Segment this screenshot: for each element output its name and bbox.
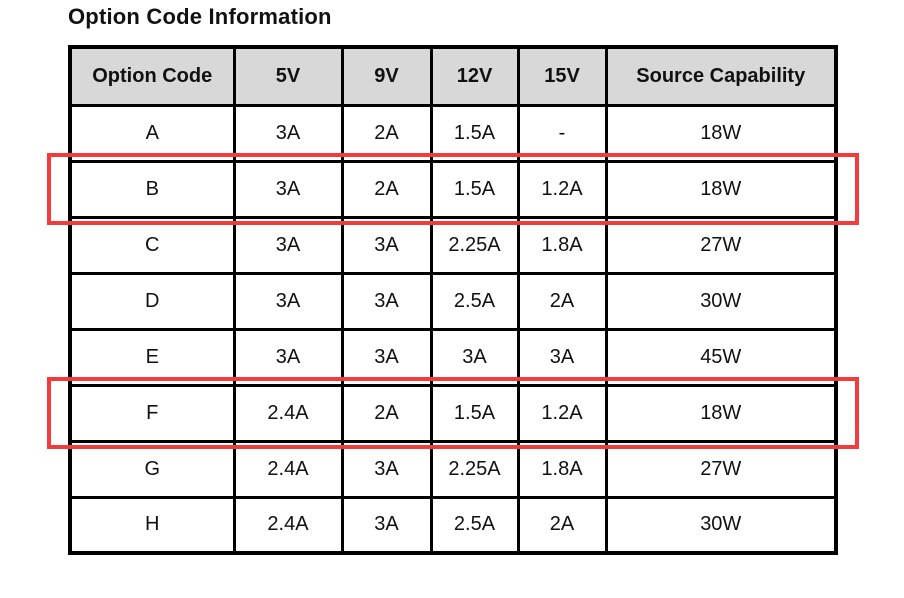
table-cell: 2A [516,495,608,555]
table-row: H 2.4A 3A 2.5A 2A 30W [68,495,838,555]
table-cell: 3A [232,103,344,163]
table-cell: 3A [340,495,433,555]
row-code-cell: F [68,383,236,443]
table-cell: 1.2A [516,383,608,443]
table-cell: 1.5A [429,159,520,219]
table-cell: 2A [340,383,433,443]
table-cell: 2.4A [232,495,344,555]
option-code-table: Option Code 5V 9V 12V 15V Source Capability A… [68,45,838,555]
table-row: A 3A 2A 1.5A -18W [68,103,838,163]
table-cell: 2.5A [429,271,520,331]
table-cell: 30W [604,495,838,555]
table-row: E 3A 3A 3A 3A 45W [68,327,838,387]
table-cell: 1.8A [516,215,608,275]
table-cell: 2.4A [232,383,344,443]
table-cell: 1.5A [429,383,520,443]
table-cell: - [516,103,608,163]
row-code-cell: E [68,327,236,387]
page-title: Option Code Information [68,4,332,29]
column-header: 5V [232,45,344,107]
table-cell: 3A [516,327,608,387]
table-row: C 3A 3A 2.25A 1.8A 27W [68,215,838,275]
table-cell: 2.25A [429,439,520,499]
table-cell: 1.2A [516,159,608,219]
table-row: D 3A 3A 2.5A 2A 30W [68,271,838,331]
column-header: 9V [340,45,433,107]
table-cell: 2.4A [232,439,344,499]
table-cell: 1.8A [516,439,608,499]
table-cell: 2.5A [429,495,520,555]
table-cell: 3A [232,159,344,219]
table-cell: 27W [604,439,838,499]
table-cell: 2A [340,103,433,163]
table-cell: 18W [604,103,838,163]
row-code-cell: D [68,271,236,331]
table-cell: 2.25A [429,215,520,275]
table-cell: 18W [604,159,838,219]
table-cell: 30W [604,271,838,331]
row-code-cell: C [68,215,236,275]
column-header: 15V [516,45,608,107]
row-code-cell: G [68,439,236,499]
table-cell: 2A [340,159,433,219]
table-cell: 3A [340,439,433,499]
table-cell: 3A [340,327,433,387]
table-cell: 3A [232,327,344,387]
table-row: G 2.4A 3A 2.25A 1.8A 27W [68,439,838,499]
table-row: F 2.4A 2A 1.5A 1.2A 18W [68,383,838,443]
table-cell: 3A [340,271,433,331]
row-code-cell: A [68,103,236,163]
row-code-cell: H [68,495,236,555]
table-cell: 2A [516,271,608,331]
table-cell: 3A [429,327,520,387]
column-header: Source Capability [604,45,838,107]
row-code-cell: B [68,159,236,219]
table-cell: 3A [232,271,344,331]
table-cell: 3A [232,215,344,275]
table-cell: 45W [604,327,838,387]
column-header: 12V [429,45,520,107]
table-cell: 3A [340,215,433,275]
table-cell: 1.5A [429,103,520,163]
table-row: B 3A 2A 1.5A 1.2A 18W [68,159,838,219]
table-cell: 27W [604,215,838,275]
header-row: Option Code 5V 9V 12V 15V Source Capability [68,45,838,107]
column-header: Option Code [68,45,236,107]
table-cell: 18W [604,383,838,443]
